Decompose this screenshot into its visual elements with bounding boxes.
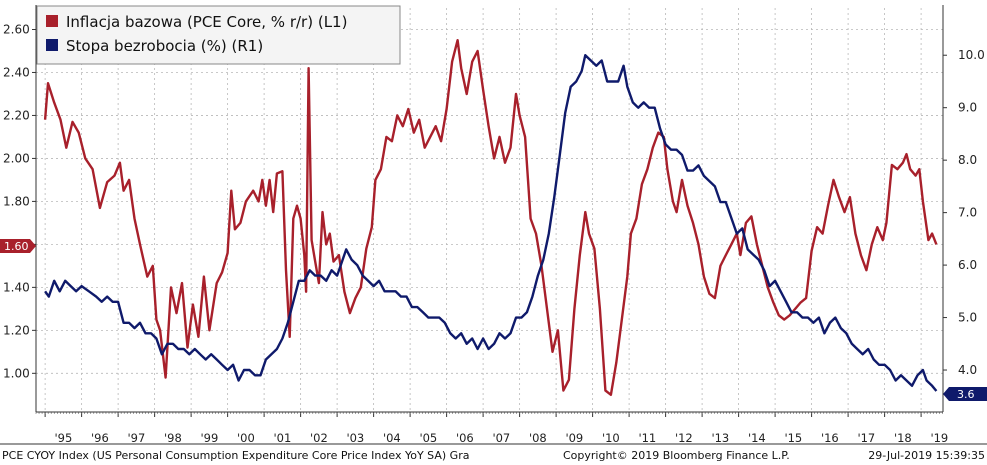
left-tick-label: 2.40 bbox=[3, 65, 30, 79]
x-tick-label: '11 bbox=[638, 431, 656, 445]
x-tick-label: '17 bbox=[857, 431, 875, 445]
right-tick-label: 10.0 bbox=[958, 48, 985, 62]
legend-swatch-unemployment bbox=[46, 39, 58, 51]
x-tick-label: '95 bbox=[54, 431, 72, 445]
left-tick-label: 1.00 bbox=[3, 366, 30, 380]
right-tick-label: 4.0 bbox=[958, 363, 977, 377]
right-tick-label: 5.0 bbox=[958, 311, 977, 325]
legend: Inflacja bazowa (PCE Core, % r/r) (L1) S… bbox=[36, 5, 401, 65]
plot-frame bbox=[0, 5, 987, 445]
x-tick-label: '07 bbox=[492, 431, 510, 445]
x-tick-label: '14 bbox=[748, 431, 766, 445]
right-tick-label: 6.0 bbox=[958, 258, 977, 272]
series-lines bbox=[43, 39, 938, 396]
footer-copyright: Copyright© 2019 Bloomberg Finance L.P. bbox=[563, 449, 790, 462]
right-last-value-text: 3.6 bbox=[957, 388, 975, 401]
x-tick-label: '99 bbox=[200, 431, 218, 445]
left-tick-label: 1.80 bbox=[3, 194, 30, 208]
x-tick-label: '19 bbox=[930, 431, 948, 445]
right-tick-label: 7.0 bbox=[958, 206, 977, 220]
unemployment-series-line bbox=[44, 54, 938, 392]
x-tick-label: '10 bbox=[602, 431, 620, 445]
x-tick-label: '15 bbox=[784, 431, 802, 445]
x-tick-label: '00 bbox=[237, 431, 255, 445]
right-last-value-tag: 3.6 bbox=[943, 387, 987, 401]
x-tick-label: '09 bbox=[565, 431, 583, 445]
legend-label-inflation: Inflacja bazowa (PCE Core, % r/r) (L1) bbox=[66, 13, 347, 31]
x-tick-label: '18 bbox=[894, 431, 912, 445]
left-last-value-text: 1.60 bbox=[4, 240, 29, 253]
x-tick-label: '13 bbox=[711, 431, 729, 445]
x-tick-label: '12 bbox=[675, 431, 693, 445]
gridlines bbox=[32, 8, 947, 417]
x-tick-label: '96 bbox=[91, 431, 109, 445]
left-tick-label: 1.40 bbox=[3, 280, 30, 294]
footer-source: PCE CYOY Index (US Personal Consumption … bbox=[2, 449, 469, 462]
tick-labels: 1.00 1.20 1.40 1.60 1.80 2.00 2.20 2.40 2.60 4.0 5… bbox=[3, 22, 985, 445]
x-tick-label: '03 bbox=[346, 431, 364, 445]
x-tick-label: '05 bbox=[419, 431, 437, 445]
footer-timestamp: 29-Jul-2019 15:39:35 bbox=[868, 449, 985, 462]
right-tick-label: 9.0 bbox=[958, 101, 977, 115]
left-tick-label: 2.00 bbox=[3, 151, 30, 165]
x-tick-label: '01 bbox=[273, 431, 291, 445]
last-value-tags: 1.60 3.6 bbox=[0, 239, 987, 401]
x-tick-label: '97 bbox=[127, 431, 145, 445]
right-tick-label: 8.0 bbox=[958, 153, 977, 167]
inflation-series-line bbox=[43, 39, 938, 396]
x-tick-label: '16 bbox=[821, 431, 839, 445]
left-last-value-tag: 1.60 bbox=[0, 239, 36, 253]
legend-label-unemployment: Stopa bezrobocia (%) (R1) bbox=[66, 37, 263, 55]
left-tick-label: 1.20 bbox=[3, 323, 30, 337]
x-tick-label: '02 bbox=[310, 431, 328, 445]
x-tick-label: '04 bbox=[383, 431, 401, 445]
x-tick-label: '08 bbox=[529, 431, 547, 445]
left-tick-label: 2.20 bbox=[3, 108, 30, 122]
legend-swatch-inflation bbox=[46, 15, 58, 27]
x-tick-label: '06 bbox=[456, 431, 474, 445]
footer: PCE CYOY Index (US Personal Consumption … bbox=[2, 449, 985, 462]
x-tick-label: '98 bbox=[164, 431, 182, 445]
left-tick-label: 2.60 bbox=[3, 22, 30, 36]
